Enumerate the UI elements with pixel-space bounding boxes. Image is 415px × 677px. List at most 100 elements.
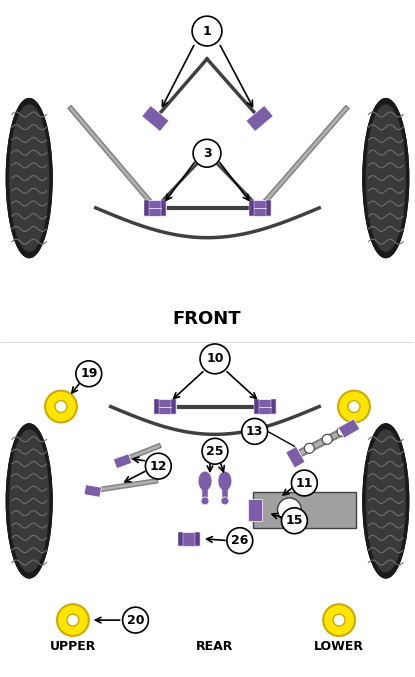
Ellipse shape (364, 427, 407, 575)
Bar (154, 399, 159, 414)
Ellipse shape (363, 99, 409, 257)
Bar (271, 399, 276, 414)
Ellipse shape (8, 101, 51, 255)
Bar (254, 399, 259, 414)
Circle shape (278, 498, 301, 522)
Ellipse shape (9, 429, 49, 573)
Bar (178, 531, 183, 546)
Ellipse shape (364, 425, 408, 576)
Ellipse shape (366, 104, 406, 253)
Circle shape (200, 344, 230, 374)
Ellipse shape (8, 102, 50, 255)
Bar (286, 446, 305, 468)
Ellipse shape (6, 424, 52, 578)
Circle shape (192, 16, 222, 46)
Text: 10: 10 (206, 352, 224, 366)
Ellipse shape (10, 105, 49, 251)
Text: LOWER: LOWER (314, 640, 364, 653)
Circle shape (45, 391, 77, 422)
Ellipse shape (198, 471, 212, 491)
Text: REAR: REAR (196, 640, 234, 653)
FancyBboxPatch shape (253, 492, 356, 528)
Ellipse shape (366, 429, 405, 573)
Ellipse shape (364, 101, 407, 255)
Circle shape (227, 528, 253, 554)
Ellipse shape (9, 104, 49, 253)
Ellipse shape (364, 424, 408, 577)
Ellipse shape (365, 428, 406, 574)
Ellipse shape (366, 429, 406, 573)
Circle shape (221, 497, 229, 505)
Text: FRONT: FRONT (173, 310, 241, 328)
Circle shape (348, 401, 360, 412)
Ellipse shape (6, 99, 52, 257)
Ellipse shape (7, 100, 51, 256)
Ellipse shape (366, 430, 405, 572)
Ellipse shape (218, 471, 232, 491)
Bar (246, 106, 273, 131)
Ellipse shape (6, 99, 52, 257)
Ellipse shape (9, 103, 50, 254)
Bar (266, 200, 271, 216)
Circle shape (323, 604, 355, 636)
Ellipse shape (365, 427, 407, 575)
Circle shape (304, 443, 314, 453)
Circle shape (76, 361, 102, 387)
Text: UPPER: UPPER (50, 640, 96, 653)
Bar (144, 200, 149, 216)
Circle shape (67, 614, 79, 626)
Bar (161, 200, 166, 216)
Ellipse shape (7, 100, 51, 257)
Ellipse shape (8, 427, 50, 575)
Bar (178, 531, 200, 546)
Bar (142, 106, 169, 131)
Circle shape (145, 453, 171, 479)
Ellipse shape (363, 99, 409, 257)
Circle shape (242, 418, 268, 444)
Ellipse shape (10, 104, 49, 252)
Ellipse shape (364, 100, 408, 257)
Circle shape (281, 508, 308, 533)
Bar (249, 200, 254, 216)
Ellipse shape (364, 100, 408, 256)
Circle shape (322, 435, 332, 444)
FancyBboxPatch shape (144, 200, 166, 216)
Text: 1: 1 (203, 24, 211, 37)
Circle shape (202, 438, 228, 464)
Ellipse shape (366, 105, 405, 251)
Circle shape (338, 391, 370, 422)
FancyBboxPatch shape (254, 399, 276, 414)
Text: 15: 15 (286, 515, 303, 527)
FancyBboxPatch shape (154, 399, 176, 414)
Ellipse shape (8, 427, 51, 575)
Ellipse shape (7, 424, 51, 577)
Ellipse shape (363, 424, 409, 578)
Circle shape (337, 427, 347, 437)
Ellipse shape (6, 424, 52, 578)
Ellipse shape (10, 430, 49, 572)
Bar (338, 419, 360, 438)
Circle shape (333, 614, 345, 626)
Text: 13: 13 (246, 425, 264, 438)
Text: 26: 26 (231, 534, 249, 547)
Ellipse shape (7, 425, 51, 576)
Bar (171, 399, 176, 414)
Ellipse shape (363, 424, 409, 578)
Bar (84, 485, 101, 497)
Circle shape (57, 604, 89, 636)
Circle shape (193, 139, 221, 167)
Ellipse shape (10, 429, 49, 573)
Text: 11: 11 (295, 477, 313, 489)
Bar (248, 499, 261, 521)
Text: 20: 20 (127, 613, 144, 627)
FancyBboxPatch shape (249, 200, 271, 216)
Circle shape (201, 497, 209, 505)
Text: 12: 12 (149, 460, 167, 473)
Bar (195, 531, 200, 546)
Text: 19: 19 (80, 367, 98, 380)
Ellipse shape (9, 428, 50, 574)
Circle shape (55, 401, 67, 412)
Ellipse shape (365, 102, 407, 255)
Text: 25: 25 (206, 445, 224, 458)
Bar (113, 454, 132, 468)
